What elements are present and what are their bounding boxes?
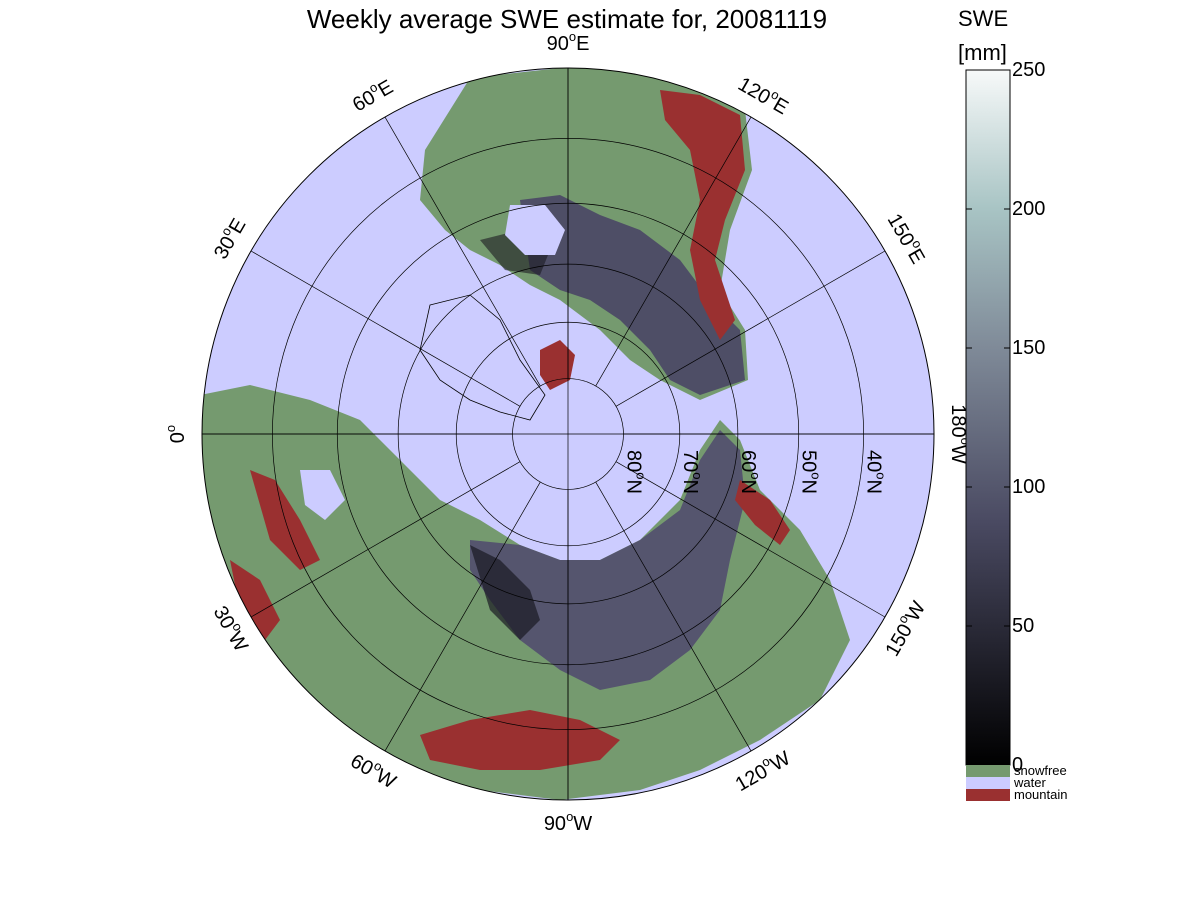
lon-label-5: 120oE [734,69,794,119]
mountain-ellesmere [540,340,575,390]
lon-label-6: 90oE [547,29,590,56]
legend-swatch-mountain [966,789,1010,801]
colorbar-ticks: 0 50 100 150 200 250 [966,59,1045,776]
land-layer [202,68,850,800]
cb-tick-label-2: 100 [1012,476,1045,498]
mountain-east-siberia [735,480,790,545]
legend-swatch-water [966,777,1010,789]
cb-tick-label-0: 0 [1012,754,1023,776]
mountain-central-asia [420,710,620,770]
colorbar-header-line2: [mm] [958,40,1007,65]
snow-siberia [470,430,745,690]
map-title: Weekly average SWE estimate for, 2008111… [307,4,827,34]
hudson-bay [505,205,565,255]
lon-label-4: 150oE [883,208,933,268]
latitude-labels: 80oN 70oN 60oN 50oN 40oN [622,450,889,494]
lon-label-9: 0o [163,425,190,443]
baltic-sea [300,470,345,520]
legend-swatch-snowfree [966,765,1010,777]
snow-siberia-deep [470,545,540,640]
meridian--60 [384,481,541,752]
cb-tick-label-4: 200 [1012,198,1045,220]
mountain-alps [230,560,280,640]
meridian-30 [250,250,521,407]
map-border [201,67,935,801]
graticule [202,68,934,800]
legend-label-water: water [1013,775,1046,790]
lon-label-8: 30oE [206,213,250,263]
lat-label-0: 80oN [622,450,649,494]
meridian--150 [615,461,886,618]
lon-label-7: 60oE [347,72,397,116]
meridian--30 [250,461,521,618]
colorbar-header-line1: SWE [958,6,1008,31]
cb-tick-label-3: 150 [1012,337,1045,359]
meridian-60 [384,116,541,387]
meridian--120 [595,481,752,752]
lat-label-1: 70oN [679,450,706,494]
lat-label-2: 60oN [737,450,764,494]
colorbar: SWE [mm] 0 50 100 150 200 250 snowfreewatermo… [958,6,1067,802]
colorbar-gradient [965,69,1011,766]
mountain-rockies [660,90,745,340]
snow-canada [520,195,745,395]
meridian-150 [615,250,886,407]
meridian-120 [595,116,752,387]
land-greenland [419,294,546,421]
legend-label-mountain: mountain [1014,787,1067,802]
lon-label-0: 90oW [544,809,592,836]
legend-label-snowfree: snowfree [1014,763,1067,778]
cb-tick-label-1: 50 [1012,615,1034,637]
cb-tick-label-5: 250 [1012,59,1045,81]
lat-label-3: 50oN [798,450,825,494]
polar-map: 90oW120oW150oW180oW150oE120oE90oE60oE30o… [163,29,974,836]
lat-label-4: 40oN [863,450,890,494]
